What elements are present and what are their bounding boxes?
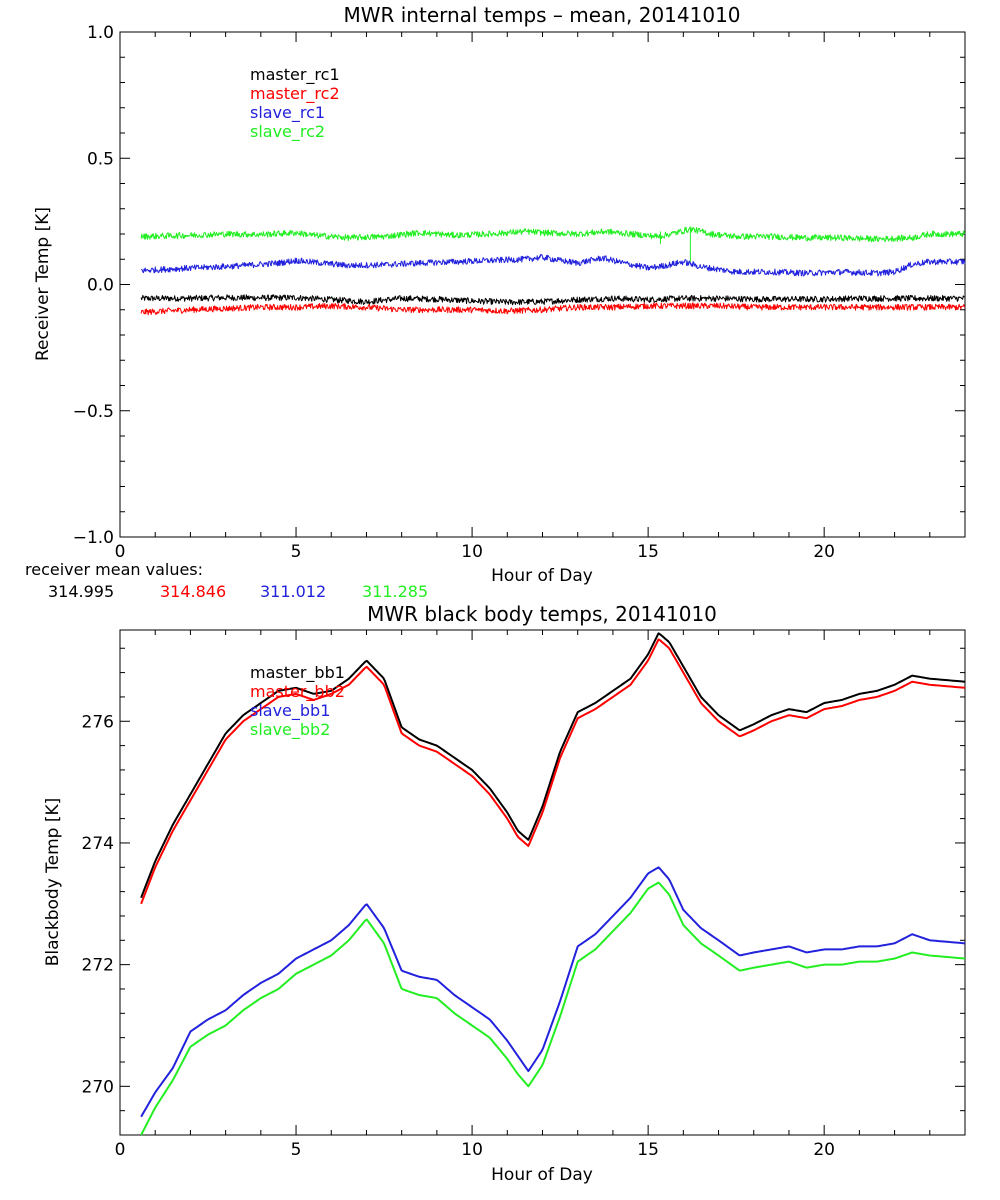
x-tick-label: 10 (461, 542, 483, 562)
series-line-slave-rc1 (140, 253, 966, 277)
legend-master-rc1: master_rc1 (250, 65, 340, 85)
series-line-slave-bb2 (140, 881, 966, 1136)
means-label: receiver mean values: (25, 560, 203, 579)
y-tick-label: 0.5 (87, 149, 114, 169)
x-tick-label: 0 (115, 542, 126, 562)
mean-value-master-rc1: 314.995 (48, 582, 114, 601)
blackbody-y-axis-label: Blackbody Temp [K] (43, 798, 63, 967)
x-tick-label: 10 (461, 1140, 483, 1160)
x-tick-label: 15 (637, 1140, 659, 1160)
y-tick-label: 276 (82, 712, 114, 732)
legend-slave-rc2: slave_rc2 (250, 122, 325, 142)
series-line-master-bb2 (140, 638, 966, 905)
blackbody-x-axis-label: Hour of Day (491, 1165, 593, 1185)
x-tick-label: 0 (115, 1140, 126, 1160)
receiver-y-axis-label: Receiver Temp [K] (33, 207, 53, 361)
receiver-chart-title: MWR internal temps – mean, 20141010 (343, 3, 740, 27)
series-line-slave-bb1 (140, 866, 966, 1118)
series-line-master-rc1 (140, 294, 966, 306)
receiver-temps-panel: MWR internal temps – mean, 20141010 0 5 10… (33, 3, 966, 586)
blackbody-ticks: 0 5 10 15 20 270 272 274 276 (82, 630, 966, 1160)
legend-master-bb2: master_bb2 (250, 682, 345, 702)
y-tick-label: −0.5 (73, 402, 114, 422)
series-line-slave-rc2 (140, 226, 966, 243)
y-tick-label: 272 (82, 956, 114, 976)
x-tick-label: 5 (291, 1140, 302, 1160)
y-tick-label: 270 (82, 1077, 114, 1097)
mean-value-slave-rc1: 311.012 (260, 582, 326, 601)
legend-slave-bb1: slave_bb1 (250, 701, 330, 721)
legend-slave-rc1: slave_rc1 (250, 103, 325, 123)
blackbody-series (140, 632, 966, 1136)
x-tick-label: 20 (813, 1140, 835, 1160)
receiver-legend: master_rc1 master_rc2 slave_rc1 slave_rc… (250, 65, 340, 142)
x-tick-label: 5 (291, 542, 302, 562)
y-tick-label: −1.0 (73, 528, 114, 548)
series-line-master-rc2 (140, 302, 966, 316)
receiver-plot-frame (119, 31, 966, 538)
receiver-series (140, 226, 966, 316)
receiver-ticks: 0 5 10 15 20 −1.0 −0.5 0.0 0.5 1.0 (73, 23, 966, 562)
legend-slave-bb2: slave_bb2 (250, 720, 330, 740)
y-tick-label: 1.0 (87, 23, 114, 43)
series-line-master-bb1 (140, 632, 966, 899)
mean-value-slave-rc2: 311.285 (362, 582, 428, 601)
legend-master-rc2: master_rc2 (250, 84, 340, 104)
blackbody-chart-title: MWR black body temps, 20141010 (367, 602, 717, 626)
receiver-x-axis-label: Hour of Day (491, 566, 593, 586)
y-tick-label: 0.0 (87, 276, 114, 296)
blackbody-temps-panel: MWR black body temps, 20141010 0 5 10 15 20 2… (43, 602, 966, 1185)
x-tick-label: 20 (813, 542, 835, 562)
blackbody-legend: master_bb1 master_bb2 slave_bb1 slave_bb… (250, 663, 345, 740)
legend-master-bb1: master_bb1 (250, 663, 345, 683)
y-tick-label: 274 (82, 834, 114, 854)
mean-value-master-rc2: 314.846 (160, 582, 226, 601)
receiver-mean-values: receiver mean values: 314.995 314.846 31… (25, 560, 428, 601)
x-tick-label: 15 (637, 542, 659, 562)
